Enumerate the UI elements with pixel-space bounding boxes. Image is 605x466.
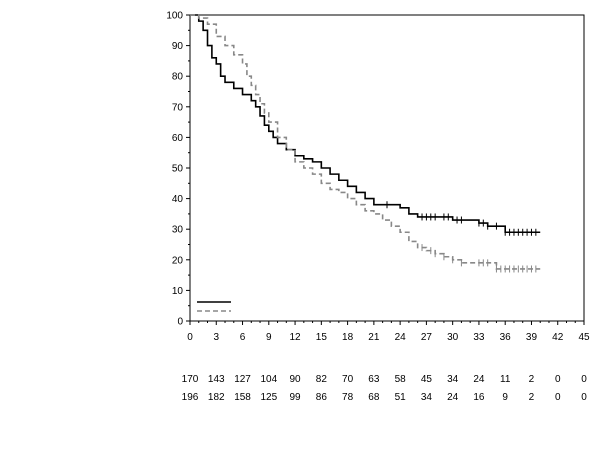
y-tick-label: 0: [177, 317, 183, 328]
risk-count: 16: [473, 392, 485, 403]
risk-count: 0: [581, 374, 587, 385]
x-tick-label: 24: [395, 332, 407, 343]
x-tick-label: 0: [187, 332, 193, 343]
x-tick-label: 12: [290, 332, 302, 343]
survival-curve-2: [190, 14, 541, 270]
y-tick-label: 40: [172, 194, 184, 205]
x-tick-label: 3: [213, 332, 219, 343]
risk-count: 51: [395, 392, 407, 403]
risk-count: 34: [421, 392, 433, 403]
risk-count: 196: [182, 392, 199, 403]
x-tick-label: 6: [240, 332, 246, 343]
x-tick-label: 18: [342, 332, 354, 343]
x-axis: 0 3 6 9 12 15 18 21 24 27 30 33 36 39 42 45: [187, 321, 590, 343]
series-layer: [190, 14, 541, 273]
risk-count: 2: [529, 392, 535, 403]
risk-count: 70: [342, 374, 354, 385]
y-tick-label: 30: [172, 225, 184, 236]
y-tick-label: 70: [172, 102, 184, 113]
y-tick-label: 90: [172, 41, 184, 52]
y-tick-label: 100: [166, 11, 183, 22]
risk-count: 182: [208, 392, 225, 403]
y-tick-label: 20: [172, 255, 184, 266]
risk-count: 104: [260, 374, 277, 385]
x-tick-label: 36: [500, 332, 512, 343]
risk-count: 82: [316, 374, 328, 385]
x-tick-label: 33: [473, 332, 485, 343]
plot-frame: [189, 14, 585, 322]
risk-count: 158: [234, 392, 251, 403]
x-tick-label: 30: [447, 332, 459, 343]
risk-count: 2: [529, 374, 535, 385]
risk-count: 58: [395, 374, 407, 385]
risk-count: 170: [182, 374, 199, 385]
x-tick-label: 42: [552, 332, 564, 343]
risk-count: 24: [473, 374, 485, 385]
risk-count: 11: [500, 374, 511, 385]
risk-count: 143: [208, 374, 225, 385]
x-tick-label: 9: [266, 332, 272, 343]
x-tick-label: 15: [316, 332, 328, 343]
risk-count: 0: [555, 374, 561, 385]
x-tick-label: 27: [421, 332, 433, 343]
risk-count: 86: [316, 392, 328, 403]
x-tick-label: 39: [526, 332, 538, 343]
risk-count: 9: [502, 392, 508, 403]
risk-count: 125: [260, 392, 277, 403]
y-tick-label: 80: [172, 72, 184, 83]
risk-count: 127: [234, 374, 251, 385]
legend: [197, 301, 231, 312]
risk-count: 90: [290, 374, 302, 385]
y-tick-label: 60: [172, 133, 184, 144]
risk-count: 99: [290, 392, 302, 403]
x-tick-label: 45: [578, 332, 590, 343]
risk-count: 34: [447, 374, 459, 385]
risk-count: 78: [342, 392, 354, 403]
risk-count: 45: [421, 374, 433, 385]
y-axis: 0 10 20 30 40 50 60 70 80 90 100: [166, 11, 190, 328]
survival-curve-1: [190, 14, 541, 234]
risk-count: 0: [581, 392, 587, 403]
x-tick-label: 21: [368, 332, 380, 343]
y-tick-label: 10: [172, 286, 184, 297]
risk-count: 63: [368, 374, 380, 385]
y-tick-label: 50: [172, 164, 184, 175]
risk-count: 24: [447, 392, 459, 403]
risk-count: 0: [555, 392, 561, 403]
risk-count: 68: [368, 392, 380, 403]
